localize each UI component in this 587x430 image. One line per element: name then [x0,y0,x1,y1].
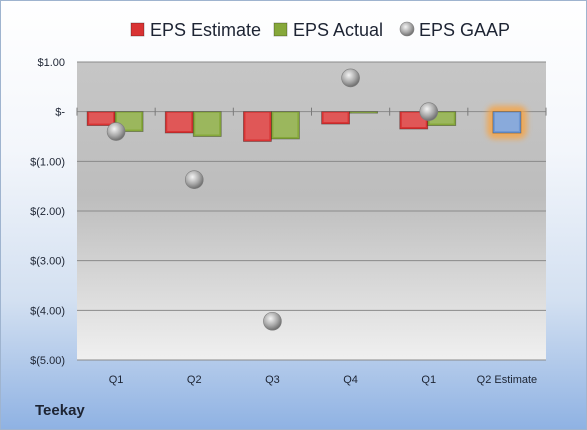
x-tick-label: Q2 Estimate [477,374,538,386]
bar-eps-actual-shine [195,112,220,135]
company-name: Teekay [35,402,85,419]
y-tick-label: $(2.00) [30,206,65,218]
x-tick-label: Q1 [109,374,124,386]
bar-eps-estimate-shine [323,112,348,123]
bar-eps-estimate-shine [89,112,114,124]
bar-eps-actual [271,111,300,140]
bar-eps-estimate [321,111,350,125]
bar-eps-estimate-shine [245,112,270,140]
bar-eps-estimate-shine [401,112,426,128]
bar-eps-actual-shine [273,112,298,137]
point-eps-gaap [184,170,204,190]
point-eps-gaap [419,102,439,121]
x-tick-label: Q4 [343,374,358,386]
legend-label: EPS Actual [293,20,383,40]
bar-eps-actual-shine [351,112,376,114]
bar-q2-estimate [492,111,522,134]
bar-eps-estimate [243,111,272,142]
bar-eps-actual [192,111,222,137]
bar-q2-estimate-shine [494,112,519,132]
y-tick-label: $(3.00) [30,256,65,268]
legend-swatch [130,22,145,37]
legend-label: EPS GAAP [419,20,510,40]
y-tick-label: $- [55,107,65,119]
y-tick-label: $1.00 [37,57,65,69]
x-tick-label: Q1 [421,374,436,386]
bar-eps-estimate-shine [167,112,192,132]
x-tick-label: Q3 [265,374,280,386]
y-tick-label: $(5.00) [30,355,65,367]
y-tick-label: $(4.00) [30,305,65,317]
x-tick-label: Q2 [187,374,202,386]
point-eps-gaap [341,68,360,88]
legend-swatch [273,22,288,37]
legend-swatch [399,21,415,37]
legend-label: EPS Estimate [150,20,261,40]
y-tick-label: $(1.00) [30,156,65,168]
point-eps-gaap [106,122,126,141]
bar-eps-actual-shine [117,112,142,130]
bar-eps-actual [349,111,378,114]
point-eps-gaap [263,311,282,331]
bar-eps-actual-shine [429,112,454,124]
